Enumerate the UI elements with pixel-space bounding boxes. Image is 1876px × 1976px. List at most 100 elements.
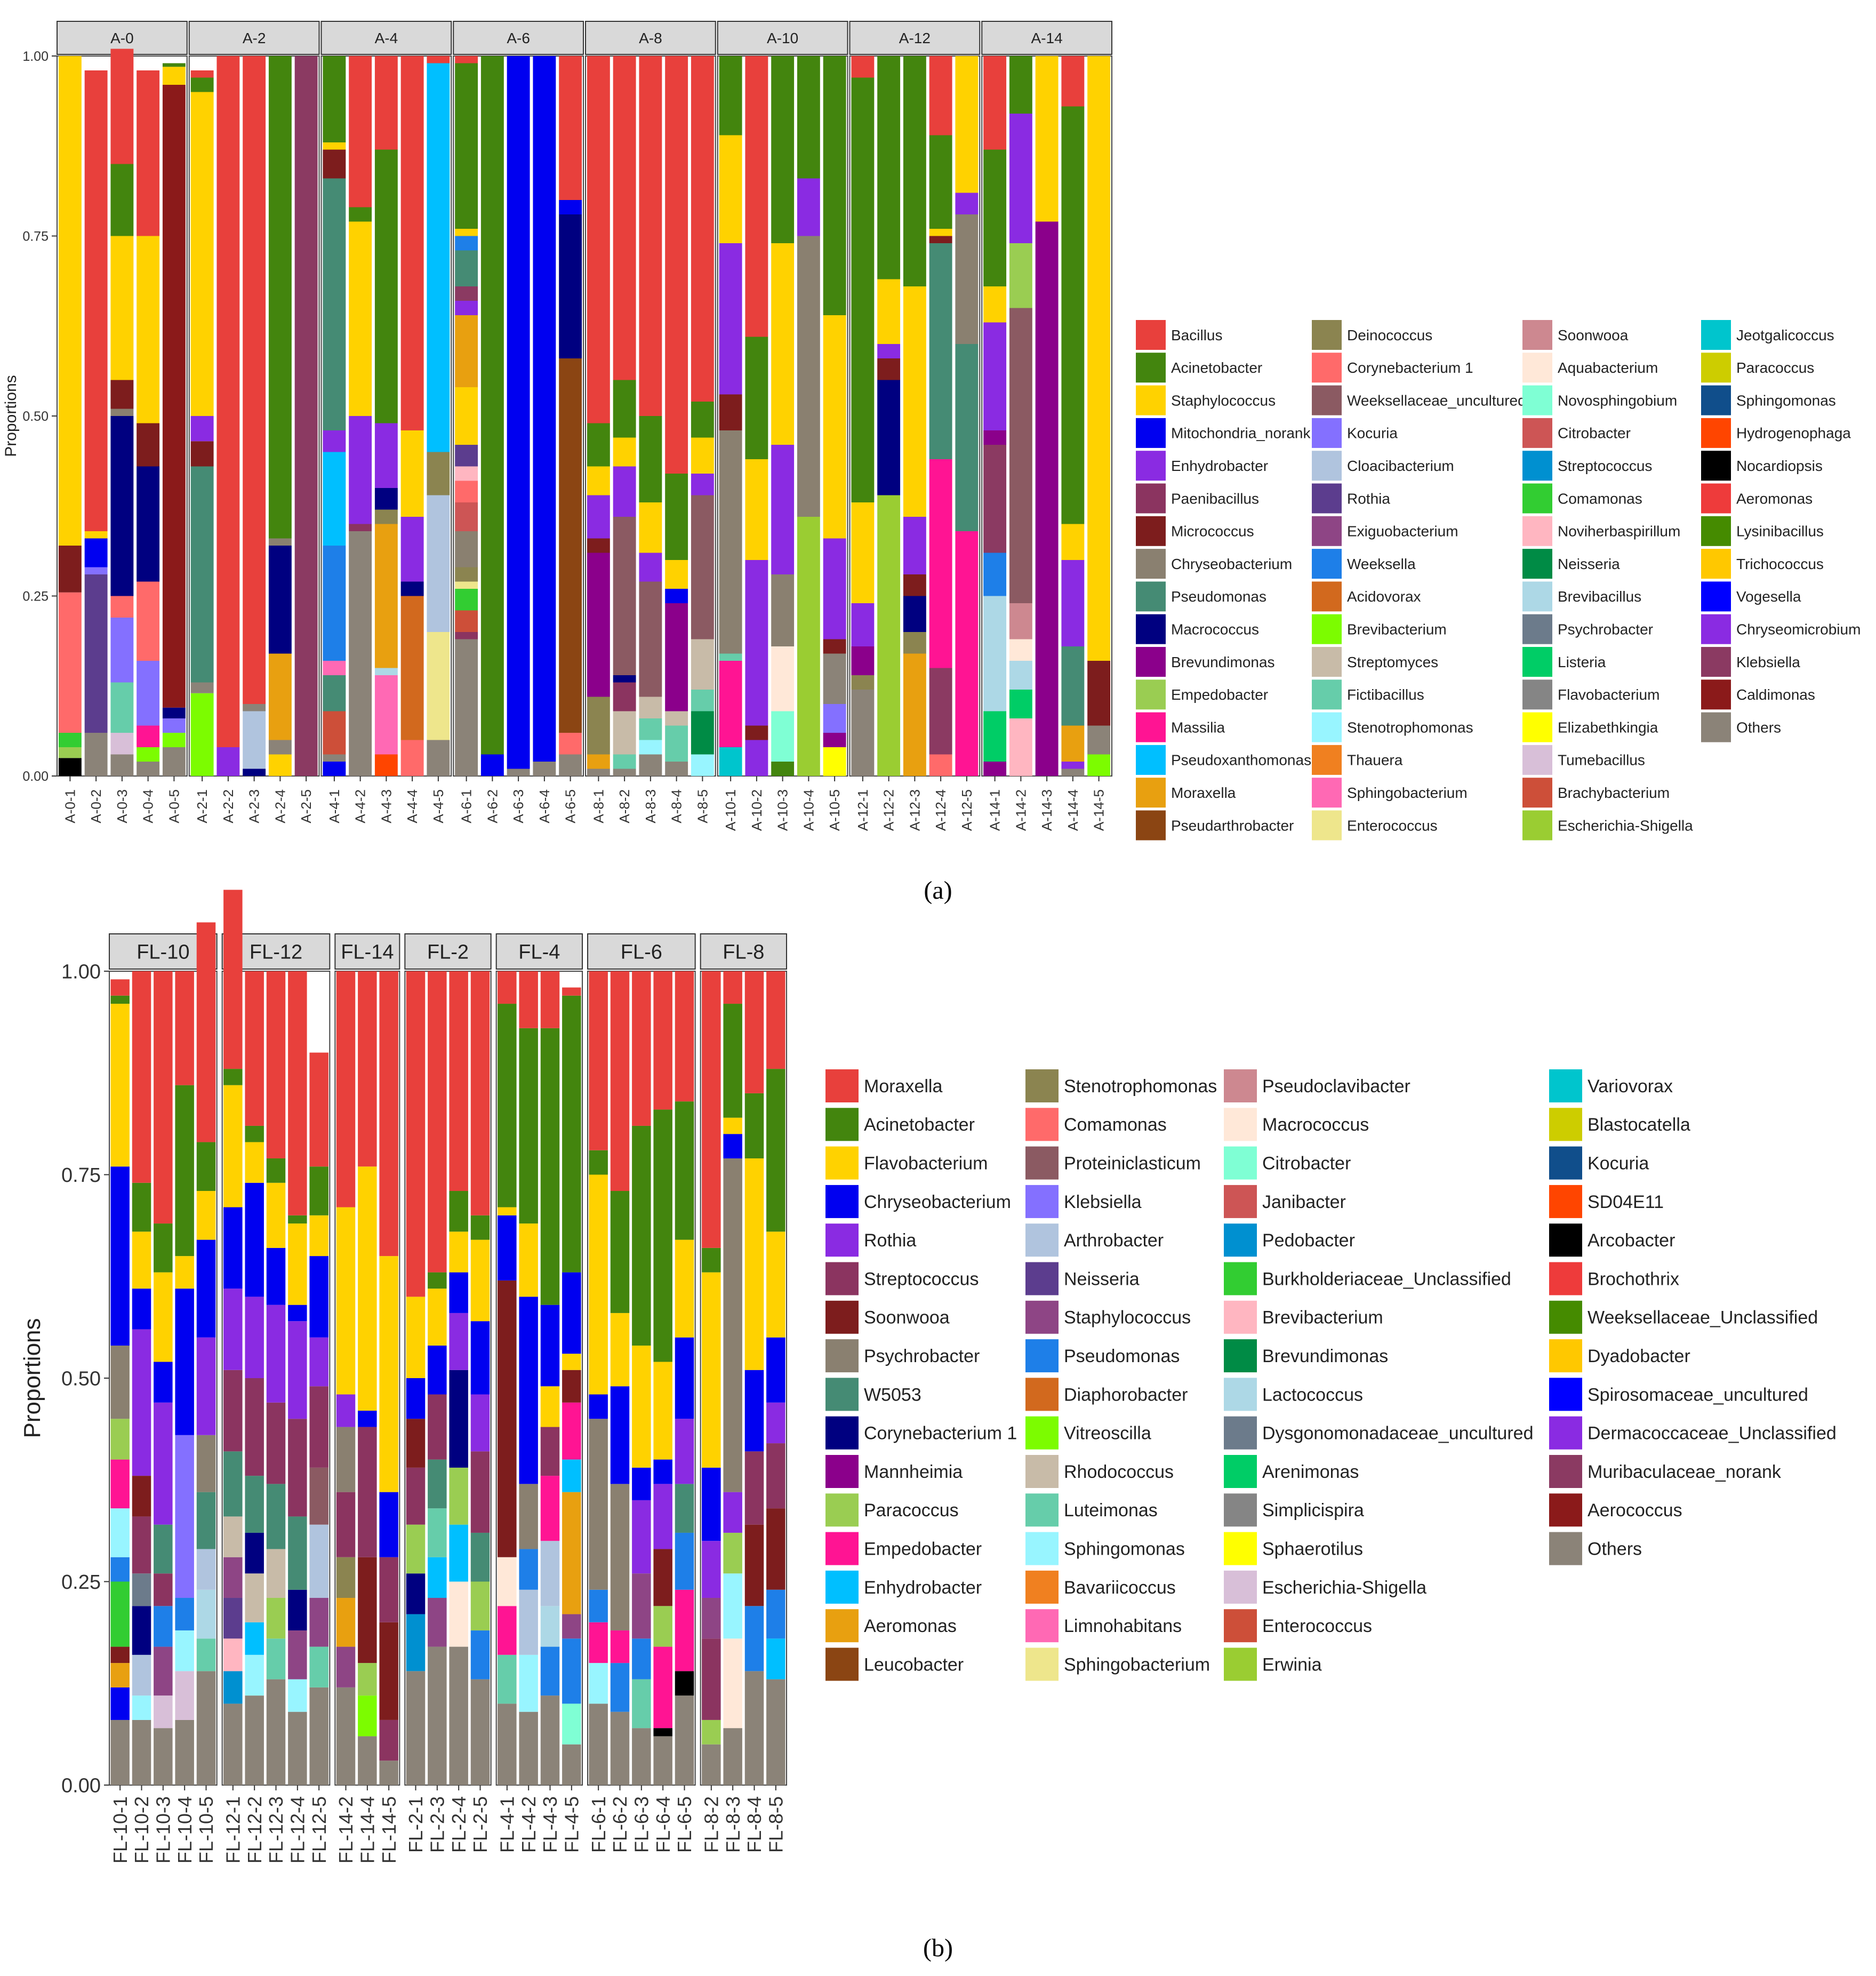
bar-segment-cloacibacterium xyxy=(243,711,266,769)
x-tick-label: A-14-1 xyxy=(987,789,1003,831)
legend-item-listeria: Listeria xyxy=(1522,647,1606,677)
bar-segment-chryseobacterium xyxy=(540,1305,560,1387)
bar-segment-chryseobacterium xyxy=(309,1256,328,1338)
x-tick-label: A-6-4 xyxy=(536,789,552,823)
bar-segment-citrobacter xyxy=(455,502,478,531)
bar-segment-deinococcus xyxy=(455,567,478,582)
legend-swatch xyxy=(1224,1647,1257,1681)
legend-item-citrobacter: Citrobacter xyxy=(1224,1146,1351,1180)
bar-segment-nocardiopsis xyxy=(58,758,82,776)
legend-item-mannheimia: Mannheimia xyxy=(825,1455,963,1488)
bar-segment-enhydrobacter xyxy=(766,1638,785,1679)
bar-segment-staphylococcus xyxy=(190,92,214,416)
bar-segment-enhydrobacter xyxy=(449,1524,468,1582)
bar-a-2-2 xyxy=(217,56,240,776)
legend-label: Variovorax xyxy=(1588,1076,1673,1097)
x-tick-label: FL-6-3 xyxy=(630,1796,652,1853)
legend-swatch xyxy=(1549,1223,1582,1257)
bar-fl-6-3 xyxy=(632,971,651,1785)
legend-item-limnohabitans: Limnohabitans xyxy=(1025,1609,1182,1643)
legend-swatch xyxy=(1701,581,1731,612)
bar-segment-bacillus xyxy=(613,56,636,380)
bar-a-4-4 xyxy=(400,56,424,776)
bar-segment-enhydrobacter xyxy=(1061,762,1085,769)
x-tick-label: FL-12-2 xyxy=(244,1796,266,1863)
bar-a-10-2 xyxy=(745,56,768,776)
legend-swatch xyxy=(1224,1185,1257,1218)
legend-swatch xyxy=(1224,1108,1257,1141)
bar-segment-rothia xyxy=(288,1321,307,1419)
legend-swatch xyxy=(825,1455,859,1488)
legend-item-arenimonas: Arenimonas xyxy=(1224,1455,1359,1488)
bar-segment-staphylococcus xyxy=(771,243,795,445)
legend-swatch xyxy=(1025,1262,1059,1295)
legend-swatch xyxy=(1549,1300,1582,1334)
bar-fl-10-3 xyxy=(154,971,173,1785)
legend-label: Aeromonas xyxy=(1736,490,1813,507)
legend-item-brevibacterium: Brevibacterium xyxy=(1224,1300,1383,1334)
bar-fl-2-1 xyxy=(406,971,426,1785)
bar-segment-others xyxy=(288,1711,307,1785)
bar-segment-corynebacterium-1 xyxy=(288,1589,307,1631)
bar-segment-enhydrobacter xyxy=(745,740,768,776)
bar-segment-others xyxy=(675,1695,694,1785)
bar-segment-enhydrobacter xyxy=(691,474,714,495)
bar-segment-others xyxy=(589,1703,608,1785)
panel-fl-8: FL-8 FL-8-2 FL-8-3 FL-8-4 FL-8-5 xyxy=(700,933,787,1853)
bar-segment-empedobacter xyxy=(562,1402,581,1460)
bar-segment-acinetobacter xyxy=(929,135,952,229)
bar-segment-arthrobacter xyxy=(519,1589,538,1655)
legend-label: Luteimonas xyxy=(1064,1500,1158,1521)
bar-segment-others xyxy=(559,754,582,776)
bar-segment-brevibacterium xyxy=(162,733,186,747)
bar-segment-flavobacterium xyxy=(288,1223,307,1305)
bar-segment-pseudomonas xyxy=(323,178,346,430)
y-tick-label: 1.00 xyxy=(61,961,101,983)
bar-segment-bacillus xyxy=(349,56,372,207)
bar-segment-flavobacterium xyxy=(675,1239,694,1338)
bar-segment-acinetobacter xyxy=(983,149,1007,286)
bar-segment-staphylococcus xyxy=(268,754,292,776)
legend-item-chryseobacterium: Chryseobacterium xyxy=(1136,549,1292,579)
bar-segment-chryseobacterium xyxy=(632,1467,651,1500)
x-tick-label: FL-10-2 xyxy=(131,1796,153,1863)
bar-segment-fictibacillus xyxy=(691,690,714,711)
panel-border xyxy=(495,971,583,1786)
legend-swatch xyxy=(1025,1300,1059,1334)
bar-segment-staphylococcus xyxy=(455,387,478,445)
bar-segment-empedobacter xyxy=(110,1459,130,1509)
bar-segment-soonwooa xyxy=(653,1549,672,1606)
bar-segment-aquabacterium xyxy=(1009,639,1032,661)
bar-segment-others xyxy=(406,1671,426,1785)
bar-segment-staphylococcus xyxy=(137,236,160,423)
legend-item-weeksella: Weeksella xyxy=(1312,549,1416,579)
legend-label: Thauera xyxy=(1347,752,1403,769)
bar-segment-enterococcus xyxy=(427,632,450,740)
bar-segment-mitochondria-norank xyxy=(559,200,582,214)
panel-a-10: A-10 A-10-1 A-10-2 A-10-3 A-10-4 A-10-5 xyxy=(717,21,848,831)
bar-fl-12-4 xyxy=(288,971,307,1785)
bar-segment-staphylococcus xyxy=(349,221,372,416)
legend-label: Novosphingobium xyxy=(1558,392,1677,409)
y-tick-label: 0.25 xyxy=(61,1571,101,1594)
legend-label: Pseudomonas xyxy=(1064,1346,1180,1366)
bar-segment-moraxella xyxy=(288,971,307,1215)
bar-segment-flavobacterium xyxy=(449,1231,468,1273)
legend-label: Paenibacillus xyxy=(1171,490,1259,507)
bar-segment-deinococcus xyxy=(587,697,610,755)
bar-segment-acinetobacter xyxy=(702,1247,721,1273)
bar-segment-enhydrobacter xyxy=(903,517,926,574)
bar-segment-rothia xyxy=(723,1492,742,1533)
bar-segment-others xyxy=(162,747,186,776)
bar-segment-pseudomonas xyxy=(190,466,214,683)
x-tick-label: FL-14-5 xyxy=(378,1796,400,1863)
legend-label: Psychrobacter xyxy=(864,1346,980,1366)
y-tick-label: 0.00 xyxy=(61,1774,101,1797)
bar-fl-10-4 xyxy=(175,971,194,1785)
legend-item-kocuria: Kocuria xyxy=(1312,418,1398,448)
legend-swatch xyxy=(1136,353,1166,383)
bar-segment-flavobacterium xyxy=(428,1289,447,1346)
legend-label: Rothia xyxy=(1347,490,1390,507)
bar-segment-moraxella xyxy=(470,971,490,1215)
bar-a-0-4 xyxy=(137,70,160,776)
